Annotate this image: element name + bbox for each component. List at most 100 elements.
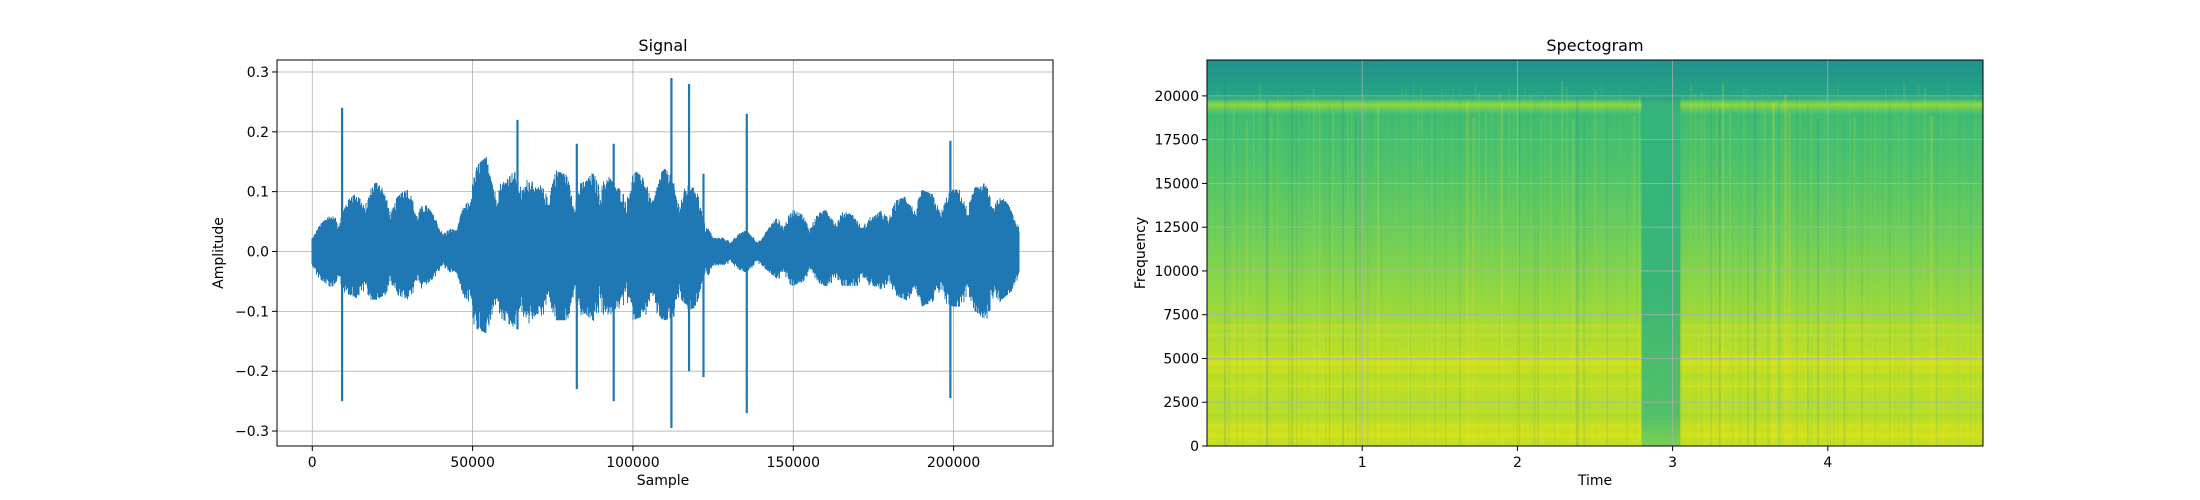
spectrogram-stripe [1420,87,1423,446]
spectrogram-texture [1207,80,1983,446]
spectrogram-stripe [1424,105,1426,446]
spectrogram-stripe [1979,106,1981,446]
spectrogram-band [1207,414,1983,420]
y-tick-label: 0.0 [247,245,269,261]
spectrogram-stripe [1576,95,1579,446]
spectrogram-stripe [1561,81,1564,446]
spectrogram-stripe [1508,85,1511,446]
spectrogram-stripe [1288,107,1291,446]
spectrogram-stripe [1316,98,1319,446]
spectrogram-band [1207,374,1983,380]
spectrogram-stripe [1601,83,1603,446]
x-tick-label: 4 [1823,455,1832,471]
spectrogram-stripe [1550,99,1553,446]
y-tick-label: 7500 [1163,308,1199,324]
spectrogram-stripe [1583,113,1586,446]
spectrogram-stripe [1329,103,1331,446]
spectrogram-stripe [1308,93,1310,446]
spectrogram-stripe [1843,119,1846,446]
spectrogram-stripe [1404,83,1407,446]
spectrogram-stripe [1401,88,1403,446]
spectrogram-band [1207,324,1983,327]
spectrogram-stripe [1830,90,1832,446]
spectrogram-stripe [1332,111,1335,446]
spectrogram-stripe [1228,86,1231,446]
spectrogram-stripe [1270,117,1273,446]
spectrogram-stripe [1889,99,1891,446]
spectrogram-band [1207,373,1983,377]
spectrogram-stripe [1743,87,1746,446]
spectrogram-band [1207,355,1983,359]
x-tick-label: 100000 [606,455,659,471]
y-tick-label: −0.3 [235,424,269,440]
y-tick-label: −0.1 [235,304,269,320]
spectrogram-stripe [1377,107,1380,446]
y-tick-label: 5000 [1163,351,1199,367]
spectrogram-stripe [1807,91,1809,446]
spectrogram-stripe [1434,86,1436,446]
spectrogram-stripe [1342,94,1344,446]
x-tick-label: 3 [1668,455,1677,471]
signal-y-label: Amplitude [211,217,227,289]
spectrogram-stripe [1950,105,1953,446]
x-tick-label: 50000 [450,455,495,471]
spectrogram-stripe [1800,109,1802,446]
spectrogram-stripe [1837,83,1840,446]
signal-axes-frame [276,59,1054,447]
spectrogram-stripe [1864,108,1866,446]
spectrogram-stripe [1466,100,1469,446]
signal-chart: Signal 0 50000 100000 150000 200000 −0.3 −0.2… [211,36,1054,489]
spectrogram-stripe [1242,114,1244,446]
spectrogram-band [1207,333,1983,337]
spectrogram-stripe [1910,96,1913,446]
spectrogram-stripe [1485,113,1488,446]
spectrogram-stripe [1874,103,1877,446]
spectrogram-stripe [1266,99,1269,446]
spectrogram-stripe [1594,90,1597,446]
spectrogram-stripe [1940,107,1943,446]
spectrogram-stripe [1246,118,1248,446]
spectrogram-stripe [1784,94,1787,446]
spectrogram-stripe [1849,96,1851,446]
spectrogram-x-ticks: 1 2 3 4 [1358,446,1832,471]
spectrogram-band [1207,360,1983,366]
spectrogram-stripe [1524,85,1526,446]
spectrogram-stripe [1817,118,1820,446]
spectrogram-stripe [1519,93,1521,446]
spectrogram-stripe [1291,87,1294,446]
spectrogram-stripe [1459,86,1462,446]
x-tick-label: 2 [1513,455,1522,471]
signal-title: Signal [638,36,687,55]
spectrogram-stripe [1898,116,1900,446]
spectrogram-stripe [1764,110,1766,446]
spectrogram-band [1207,306,1983,311]
spectrogram-stripe [1626,90,1629,446]
spectrogram-axes-frame [1206,59,1984,447]
spectrogram-stripe [1694,93,1697,446]
spectrogram-stripe [1588,98,1590,446]
spectrogram-stripe [1224,80,1227,446]
spectrogram-stripe [1216,91,1219,446]
spectrogram-band [1207,358,1983,362]
spectrogram-band [1207,298,1983,303]
signal-x-ticks: 0 50000 100000 150000 200000 [308,446,980,471]
spectrogram-stripe [1754,101,1757,446]
spectrogram-stripe [1606,103,1609,446]
spectrogram-band [1207,434,1983,438]
spectrogram-stripe [1351,100,1353,446]
spectrogram-stripe [1211,118,1213,446]
spectrogram-stripe [1958,100,1960,446]
y-tick-label: 0.3 [247,65,269,81]
spectrogram-stripe [1253,95,1255,446]
spectrogram-stripe [1554,98,1556,446]
spectrogram-stripe [1907,107,1909,446]
y-tick-label: 0 [1190,439,1199,455]
spectrogram-stripe [1793,114,1795,446]
y-tick-label: 15000 [1154,176,1199,192]
spectrogram-stripe [1547,104,1549,446]
spectrogram-stripe [1710,81,1712,446]
spectrogram-stripe [1639,94,1641,446]
spectrogram-stripe [1441,87,1443,446]
spectrogram-stripe [1417,98,1419,446]
spectrogram-band [1207,326,1983,330]
